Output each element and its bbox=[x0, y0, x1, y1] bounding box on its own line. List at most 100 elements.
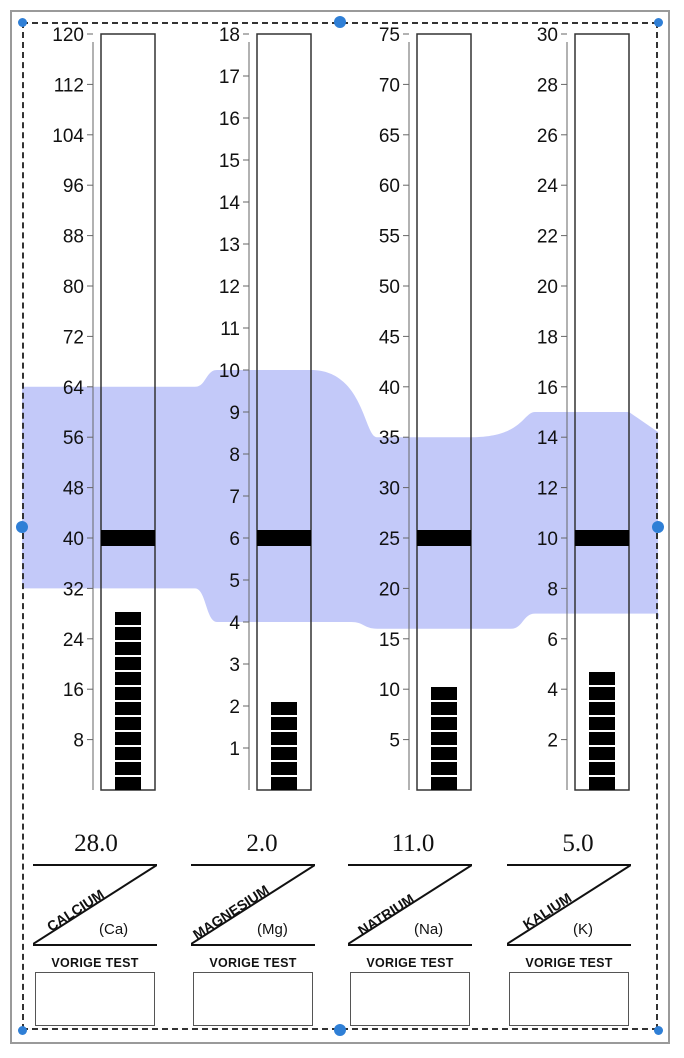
kalium-tick-label: 10 bbox=[537, 529, 558, 550]
natrium-value-segment bbox=[431, 702, 457, 715]
natrium-tick-label: 35 bbox=[379, 428, 400, 449]
selection-handle-top-left[interactable] bbox=[18, 18, 27, 27]
calcium-target-marker bbox=[101, 530, 155, 546]
magnesium-tick-label: 15 bbox=[219, 151, 240, 172]
kalium-tick-label: 20 bbox=[537, 277, 558, 298]
calcium-tick-label: 120 bbox=[52, 25, 84, 46]
calcium-value-segment bbox=[115, 732, 141, 745]
natrium-previous-test-label: VORIGE TEST bbox=[366, 956, 454, 970]
calcium-tick-label: 56 bbox=[63, 428, 84, 449]
calcium-tick-label: 16 bbox=[63, 680, 84, 701]
selection-handle-top-right[interactable] bbox=[654, 18, 663, 27]
calcium-value-segment bbox=[115, 657, 141, 670]
magnesium-tick-label: 12 bbox=[219, 277, 240, 298]
kalium-tick-label: 14 bbox=[537, 428, 559, 449]
selection-handle-bottom[interactable] bbox=[334, 1024, 346, 1036]
calcium-value-segment bbox=[115, 642, 141, 655]
kalium-tick-label: 24 bbox=[537, 176, 559, 197]
magnesium-tick-label: 9 bbox=[229, 403, 240, 424]
calcium-tick-label: 8 bbox=[73, 731, 84, 752]
magnesium-value-segment bbox=[271, 777, 297, 790]
selection-handle-left[interactable] bbox=[16, 521, 28, 533]
natrium-tick-label: 60 bbox=[379, 176, 400, 197]
kalium-value-segment bbox=[589, 777, 615, 790]
calcium-value-segment bbox=[115, 627, 141, 640]
magnesium-previous-test-box[interactable] bbox=[193, 972, 313, 1026]
natrium-tick-label: 70 bbox=[379, 75, 400, 96]
kalium-previous-test-label: VORIGE TEST bbox=[525, 956, 613, 970]
magnesium-value-segment bbox=[271, 732, 297, 745]
magnesium-tick-label: 6 bbox=[229, 529, 240, 550]
natrium-tick-label: 75 bbox=[379, 25, 400, 46]
calcium-tick-label: 112 bbox=[54, 75, 84, 96]
natrium-value-segment bbox=[431, 777, 457, 790]
calcium-tick-label: 48 bbox=[63, 479, 84, 500]
selection-handle-bottom-left[interactable] bbox=[18, 1026, 27, 1035]
kalium-value-segment bbox=[589, 762, 615, 775]
magnesium-tick-label: 4 bbox=[229, 613, 240, 634]
kalium-name-plate: KALIUM (K) bbox=[507, 864, 631, 946]
kalium-value-segment bbox=[589, 702, 615, 715]
natrium-value-segment bbox=[431, 762, 457, 775]
magnesium-value-segment bbox=[271, 762, 297, 775]
normal-range-band bbox=[22, 370, 659, 629]
kalium-tick-label: 26 bbox=[537, 126, 558, 147]
magnesium-tick-label: 18 bbox=[219, 25, 240, 46]
natrium-tick-label: 50 bbox=[379, 277, 400, 298]
magnesium-tick-label: 8 bbox=[229, 445, 240, 466]
natrium-tick-label: 5 bbox=[389, 731, 400, 752]
selection-handle-bottom-right[interactable] bbox=[654, 1026, 663, 1035]
calcium-value-segment bbox=[115, 777, 141, 790]
magnesium-name-plate: MAGNESIUM (Mg) bbox=[191, 864, 315, 946]
calcium-value-segment bbox=[115, 762, 141, 775]
kalium-tick-label: 6 bbox=[547, 630, 558, 651]
magnesium-value-segment bbox=[271, 702, 297, 715]
natrium-tick-label: 10 bbox=[379, 680, 400, 701]
magnesium-tick-label: 16 bbox=[219, 109, 240, 130]
natrium-value-segment bbox=[431, 687, 457, 700]
calcium-tick-label: 24 bbox=[63, 630, 85, 651]
kalium-tick-label: 2 bbox=[547, 731, 558, 752]
magnesium-tick-label: 5 bbox=[229, 571, 240, 592]
natrium-value: 11.0 bbox=[391, 830, 435, 857]
kalium-tick-label: 22 bbox=[537, 227, 558, 248]
calcium-tick-label: 80 bbox=[63, 277, 84, 298]
calcium-tick-label: 104 bbox=[52, 126, 84, 147]
kalium-tick-label: 4 bbox=[547, 680, 558, 701]
natrium-name: NATRIUM bbox=[355, 891, 417, 939]
kalium-tick-label: 30 bbox=[537, 25, 558, 46]
magnesium-tick-label: 1 bbox=[229, 739, 240, 760]
kalium-value-segment bbox=[589, 687, 615, 700]
natrium-tick-label: 55 bbox=[379, 227, 400, 248]
calcium-previous-test-label: VORIGE TEST bbox=[51, 956, 139, 970]
natrium-tick-label: 15 bbox=[379, 630, 400, 651]
natrium-tick-label: 30 bbox=[379, 479, 400, 500]
magnesium-tick-label: 3 bbox=[229, 655, 240, 676]
calcium-value-segment bbox=[115, 687, 141, 700]
natrium-tick-label: 40 bbox=[379, 378, 400, 399]
magnesium-tick-label: 13 bbox=[219, 235, 240, 256]
calcium-value-segment bbox=[115, 717, 141, 730]
calcium-value-segment bbox=[115, 702, 141, 715]
selection-handle-right[interactable] bbox=[652, 521, 664, 533]
kalium-previous-test-box[interactable] bbox=[509, 972, 629, 1026]
calcium-tick-label: 40 bbox=[63, 529, 84, 550]
magnesium-tick-label: 10 bbox=[219, 361, 240, 382]
selection-handle-top[interactable] bbox=[334, 16, 346, 28]
magnesium-value-segment bbox=[271, 717, 297, 730]
kalium-target-marker bbox=[575, 530, 629, 546]
natrium-tick-label: 45 bbox=[379, 327, 400, 348]
magnesium-value: 2.0 bbox=[246, 830, 278, 857]
natrium-name-plate: NATRIUM (Na) bbox=[348, 864, 472, 946]
kalium-tick-label: 18 bbox=[537, 327, 558, 348]
calcium-tick-label: 88 bbox=[63, 227, 84, 248]
magnesium-tick-label: 2 bbox=[229, 697, 240, 718]
calcium-previous-test-box[interactable] bbox=[35, 972, 155, 1026]
magnesium-tick-label: 7 bbox=[229, 487, 240, 508]
calcium-name: CALCIUM bbox=[44, 886, 107, 935]
kalium-symbol: (K) bbox=[573, 921, 593, 938]
natrium-previous-test-box[interactable] bbox=[350, 972, 470, 1026]
calcium-name-plate: CALCIUM (Ca) bbox=[33, 864, 157, 946]
